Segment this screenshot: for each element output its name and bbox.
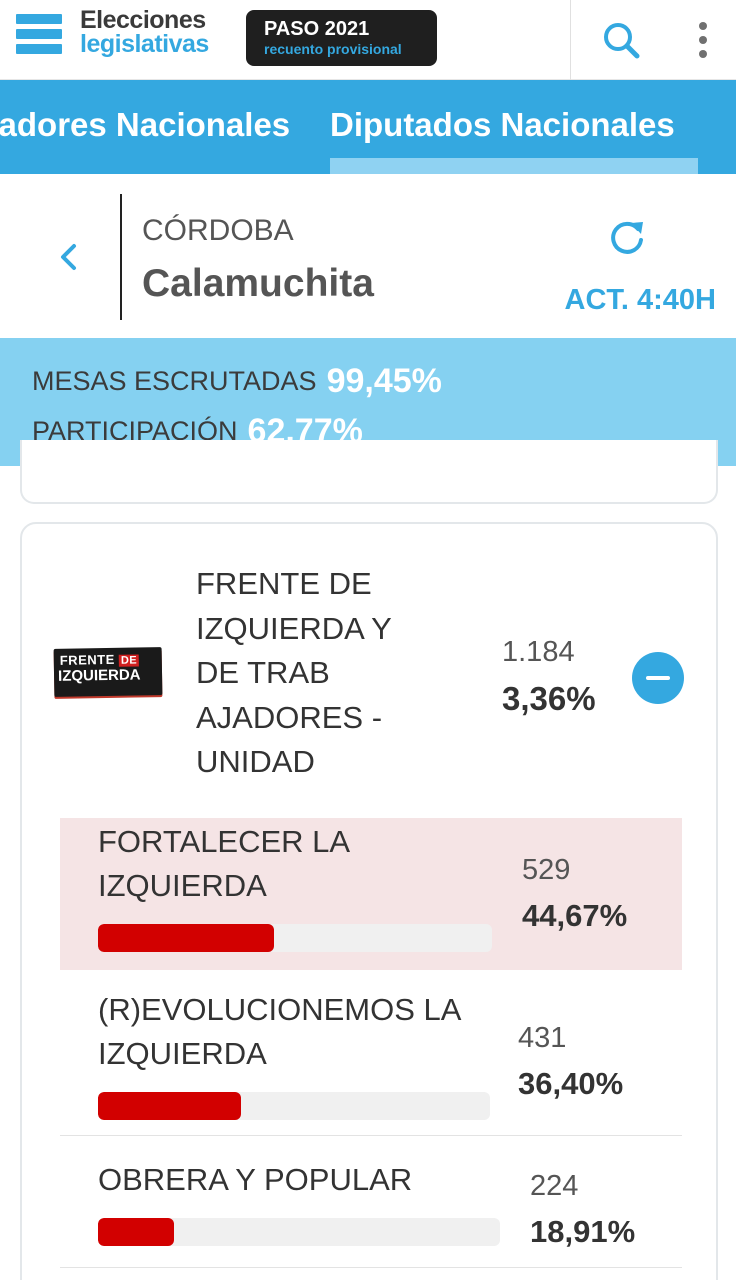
list-name: OBRERA Y POPULAR	[98, 1162, 413, 1197]
badge-subtitle: recuento provisional	[264, 41, 402, 57]
list-percent: 18,91%	[530, 1214, 636, 1249]
mesas-label: MESAS ESCRUTADAS	[32, 366, 317, 396]
list-bar-track	[98, 924, 492, 952]
collapse-button[interactable]	[632, 652, 684, 704]
tab-senadores[interactable]: Senadores Nacionales	[0, 106, 291, 143]
more-menu-button[interactable]	[686, 16, 720, 64]
badge-title: PASO 2021	[264, 18, 370, 40]
party-name: FRENTE DE IZQUIERDA Y DE TRAB AJADORES -…	[196, 566, 392, 779]
logo-text-izquierda: IZQUIERDA	[57, 666, 141, 685]
back-button[interactable]	[46, 234, 92, 280]
refresh-button[interactable]	[604, 214, 650, 260]
search-icon	[604, 23, 640, 59]
province-name: CÓRDOBA	[142, 214, 294, 247]
list-row-fortalecer[interactable]: FORTALECER LA IZQUIERDA 529 44,67%	[60, 818, 682, 970]
logo-line2: legislativas	[80, 30, 209, 58]
list-percent: 44,67%	[522, 898, 628, 933]
logo-icon	[16, 14, 62, 54]
more-vertical-icon	[699, 22, 707, 30]
logo-line1: Elecciones	[80, 6, 206, 34]
location-header: CÓRDOBA Calamuchita ACT. 4:40H	[0, 174, 736, 338]
party-percent: 3,36%	[502, 680, 596, 717]
party-votes: 1.184	[502, 636, 575, 668]
active-tab-indicator	[330, 158, 698, 174]
district-name: Calamuchita	[142, 262, 374, 305]
list-votes: 529	[522, 854, 571, 886]
paso-badge: PASO 2021 recuento provisional	[246, 10, 437, 66]
previous-party-card[interactable]	[20, 440, 718, 504]
chamber-tabs: Senadores Nacionales Diputados Nacionale…	[0, 80, 736, 174]
tab-diputados[interactable]: Diputados Nacionales	[330, 106, 675, 143]
internal-lists: FORTALECER LA IZQUIERDA 529 44,67% (R)EV…	[60, 818, 682, 1268]
list-name: FORTALECER LA IZQUIERDA	[98, 824, 349, 903]
party-logo: FRENTE DE IZQUIERDA	[53, 647, 163, 697]
list-bar-fill	[98, 1092, 241, 1120]
party-card: FRENTE DE IZQUIERDA FRENTE DE IZQUIERDA …	[20, 522, 718, 1280]
top-divider	[570, 0, 571, 80]
list-votes: 431	[518, 1022, 567, 1054]
list-bar-track	[98, 1218, 500, 1246]
top-bar: Elecciones legislativas PASO 2021 recuen…	[0, 0, 736, 80]
logo-text-frente: FRENTE	[59, 651, 115, 668]
mesas-value: 99,45%	[326, 362, 442, 400]
list-percent: 36,40%	[518, 1066, 624, 1101]
logo-text-de: DE	[118, 654, 140, 667]
search-button[interactable]	[598, 16, 646, 64]
app-logo[interactable]: Elecciones legislativas	[80, 6, 209, 58]
list-bar-track	[98, 1092, 490, 1120]
list-row-obrera[interactable]: OBRERA Y POPULAR 224 18,91%	[60, 1136, 682, 1268]
minus-circle-icon	[646, 676, 670, 680]
list-votes: 224	[530, 1170, 579, 1202]
mesas-row: MESAS ESCRUTADAS 99,45%	[32, 362, 442, 401]
list-bar-fill	[98, 924, 274, 952]
location-divider	[120, 194, 122, 320]
refresh-icon	[611, 221, 643, 254]
list-bar-fill	[98, 1218, 175, 1246]
list-row-revolucionemos[interactable]: (R)EVOLUCIONEMOS LA IZQUIERDA 431 36,40%	[60, 970, 682, 1136]
last-updated: ACT. 4:40H	[564, 284, 717, 316]
chevron-left-icon	[61, 244, 76, 270]
list-name: (R)EVOLUCIONEMOS LA IZQUIERDA	[98, 992, 460, 1071]
